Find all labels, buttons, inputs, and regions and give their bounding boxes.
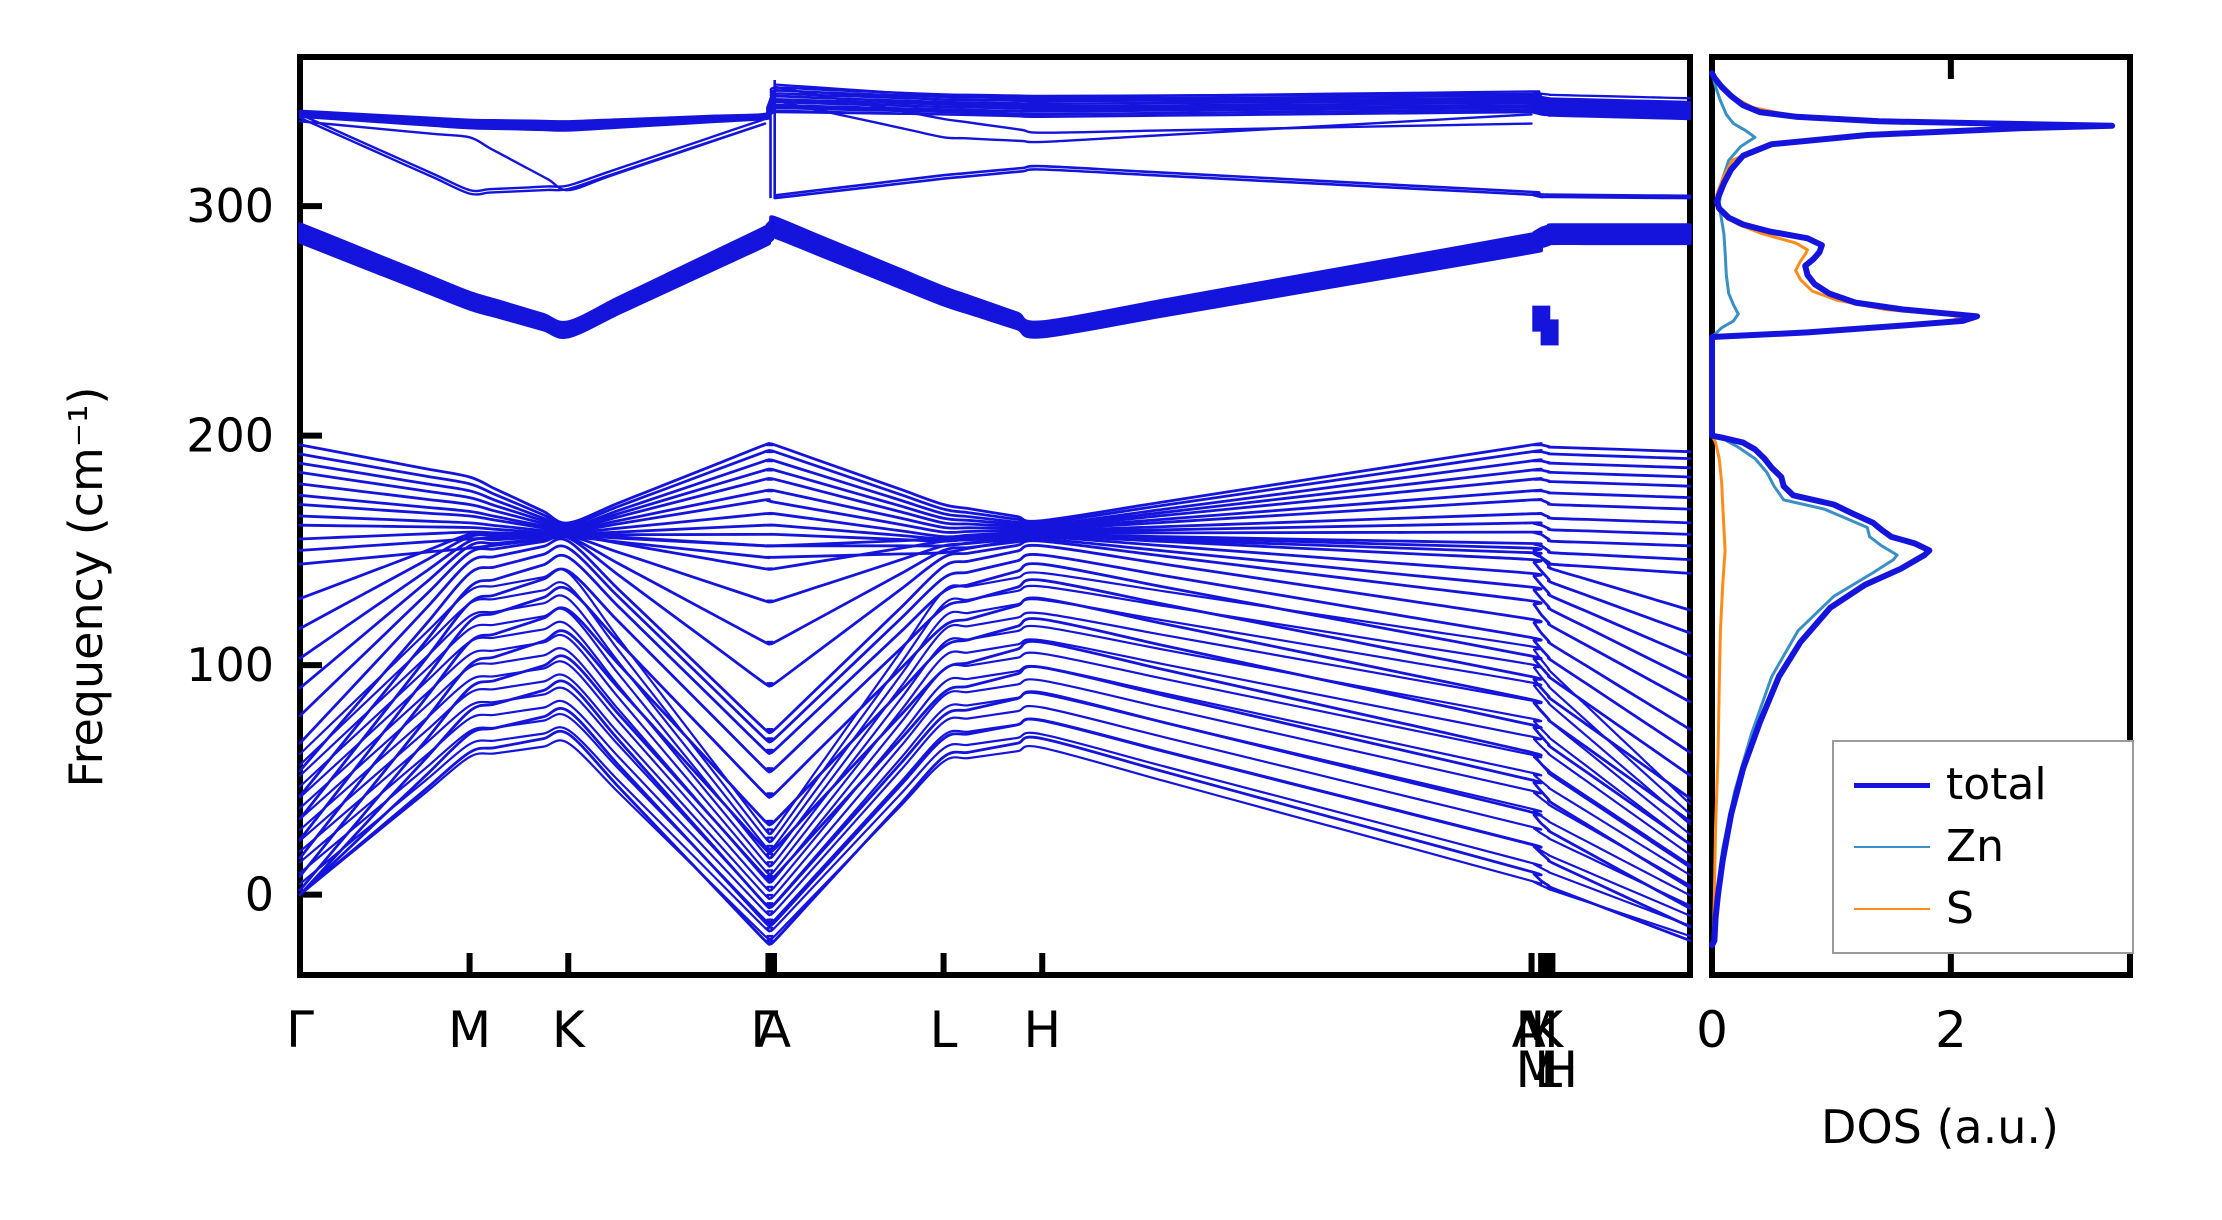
legend-swatch-zn — [1854, 846, 1930, 848]
band-branch — [298, 620, 1692, 868]
x-tick-label: L — [1534, 1041, 1562, 1099]
legend-swatch-total — [1854, 782, 1930, 788]
legend-item-s[interactable]: S — [1840, 878, 2126, 940]
band-branch — [298, 594, 1692, 852]
x-tick-label: M — [1516, 1001, 1559, 1059]
x-tick-label: A — [757, 1001, 791, 1059]
y-tick-label: 300 — [186, 179, 274, 233]
legend-item-zn[interactable]: Zn — [1840, 816, 2126, 878]
band-branch — [298, 120, 767, 192]
band-branch — [298, 442, 1692, 525]
band-branch — [298, 699, 1692, 917]
band-branch — [298, 448, 1692, 527]
mid-optic-jump — [769, 226, 777, 242]
band-branch — [298, 606, 1692, 860]
x-tick-label: K — [1530, 1001, 1564, 1059]
band-branch — [298, 458, 1692, 529]
band-branch — [298, 707, 1692, 929]
dos-legend: total Zn S — [1832, 740, 2134, 954]
band-branch — [773, 99, 1692, 111]
dos-x-tick-label: 2 — [1935, 1001, 1967, 1059]
band-branch — [298, 553, 1692, 798]
band-branch — [298, 679, 1692, 910]
band-branch — [298, 113, 767, 193]
x-tick-label: Γ — [286, 1001, 314, 1059]
x-tick-label: M — [448, 1001, 491, 1059]
x-tick-label: Γ — [750, 1001, 778, 1059]
band-branch — [298, 647, 1692, 884]
band-branch — [298, 544, 1692, 773]
band-branch — [298, 654, 1692, 892]
band-branch — [298, 497, 1692, 534]
band-branch — [298, 726, 1692, 933]
x-tick-label: M — [1516, 1041, 1559, 1099]
x-tick-label: L — [930, 1001, 958, 1059]
x-tick-label: A — [1512, 1001, 1546, 1059]
band-branch — [773, 99, 1533, 144]
y-tick-label: 200 — [186, 409, 274, 463]
band-branch — [298, 633, 1692, 876]
dos-panel-frame — [1709, 54, 2133, 978]
band-branch — [298, 739, 1692, 941]
legend-label: total — [1946, 759, 2047, 810]
isolated-band-segment — [1540, 319, 1559, 346]
x-tick-label: H — [1023, 1001, 1061, 1059]
dos-x-axis-label: DOS (a.u.) — [1821, 1100, 2059, 1154]
band-branch — [298, 531, 1692, 612]
band-branch — [298, 607, 1692, 860]
band-branch — [298, 533, 1692, 690]
x-tick-label: H — [1541, 1041, 1579, 1099]
band-branch — [298, 215, 1692, 325]
band-branch — [298, 729, 1692, 946]
band-branch — [773, 164, 1692, 198]
band-branch — [298, 567, 1692, 836]
band-branch — [298, 660, 1692, 892]
band-branch — [298, 673, 1692, 901]
band-branch — [298, 467, 1692, 531]
legend-item-total[interactable]: total — [1840, 754, 2126, 816]
dos-x-tick-label: 0 — [1696, 1001, 1728, 1059]
band-branch — [298, 534, 1692, 718]
band-branch — [773, 94, 1692, 107]
band-branch — [298, 511, 1692, 539]
y-tick-label: 100 — [186, 638, 274, 692]
legend-label: Zn — [1946, 821, 2005, 872]
band-branch — [298, 488, 1692, 533]
band-branch — [773, 104, 1692, 115]
band-branch — [773, 88, 1692, 104]
legend-label: S — [1946, 883, 1974, 934]
band-branch — [298, 537, 1692, 745]
band-branch — [298, 712, 1692, 925]
band-branch — [298, 567, 1692, 821]
band-branch — [773, 108, 1692, 118]
band-branch — [773, 168, 1692, 200]
y-tick-label: 0 — [245, 868, 274, 922]
band-branch — [298, 581, 1692, 844]
dos-curve-total — [1709, 70, 2116, 949]
x-tick-label: K — [552, 1001, 586, 1059]
band-branch — [773, 83, 1692, 100]
band-branch — [298, 686, 1692, 909]
band-branch — [298, 533, 1692, 660]
legend-swatch-s — [1854, 908, 1930, 910]
band-branch — [298, 476, 1692, 532]
